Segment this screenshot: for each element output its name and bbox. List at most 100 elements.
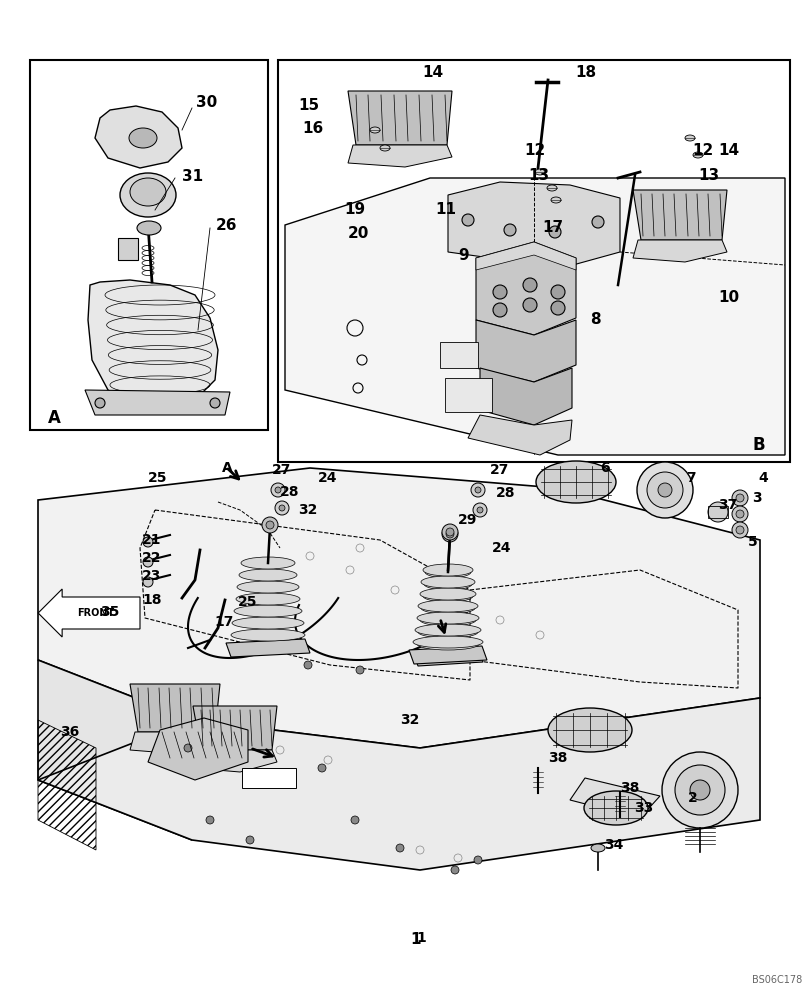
Circle shape [661, 752, 737, 828]
Polygon shape [467, 415, 571, 455]
Text: 30: 30 [195, 95, 217, 110]
Text: 8: 8 [590, 312, 600, 328]
Circle shape [275, 487, 281, 493]
Circle shape [355, 666, 363, 674]
Text: 17: 17 [541, 221, 563, 235]
Text: 34: 34 [603, 838, 623, 852]
Circle shape [262, 517, 277, 533]
Circle shape [396, 844, 404, 852]
Polygon shape [633, 190, 726, 240]
Text: 4: 4 [757, 471, 767, 485]
Ellipse shape [234, 605, 302, 617]
Polygon shape [130, 684, 220, 732]
Text: 31: 31 [182, 169, 203, 184]
Text: 25: 25 [238, 595, 257, 609]
Polygon shape [38, 698, 759, 870]
Text: 3: 3 [751, 491, 761, 505]
Circle shape [636, 462, 692, 518]
Polygon shape [130, 732, 220, 754]
Ellipse shape [418, 600, 478, 612]
Circle shape [476, 507, 483, 513]
Circle shape [735, 510, 743, 518]
Circle shape [275, 501, 289, 515]
Polygon shape [38, 468, 759, 748]
Text: 1: 1 [410, 932, 421, 947]
Text: 23: 23 [142, 569, 161, 583]
Circle shape [674, 765, 724, 815]
Circle shape [474, 487, 480, 493]
Text: 7: 7 [685, 471, 695, 485]
Ellipse shape [230, 629, 305, 641]
Text: 17: 17 [214, 615, 233, 629]
Text: 32: 32 [298, 503, 317, 517]
Circle shape [350, 816, 358, 824]
Circle shape [184, 744, 191, 752]
Text: 21: 21 [142, 533, 161, 547]
Polygon shape [38, 660, 191, 840]
Text: 27: 27 [272, 463, 291, 477]
Polygon shape [95, 106, 182, 168]
Circle shape [143, 577, 152, 587]
Text: 32: 32 [400, 713, 418, 727]
Text: 35: 35 [100, 605, 119, 619]
Ellipse shape [420, 576, 474, 588]
Circle shape [548, 226, 560, 238]
Polygon shape [225, 639, 310, 657]
Ellipse shape [420, 602, 474, 614]
Bar [30, 60, 268, 430]
Ellipse shape [423, 590, 473, 602]
Circle shape [731, 490, 747, 506]
Text: 15: 15 [298, 98, 319, 113]
Ellipse shape [684, 135, 694, 141]
Text: 18: 18 [574, 65, 595, 80]
Circle shape [735, 494, 743, 502]
Text: 13: 13 [697, 168, 719, 183]
Polygon shape [348, 145, 452, 167]
Text: 38: 38 [547, 751, 567, 765]
Ellipse shape [130, 178, 165, 206]
Polygon shape [475, 320, 575, 382]
Circle shape [470, 483, 484, 497]
Circle shape [279, 505, 285, 511]
Text: 38: 38 [620, 781, 638, 795]
Text: 36: 36 [60, 725, 79, 739]
Text: 9: 9 [457, 247, 468, 262]
Polygon shape [148, 718, 247, 780]
Circle shape [206, 816, 214, 824]
Circle shape [504, 224, 515, 236]
Text: A: A [221, 461, 233, 475]
Circle shape [731, 522, 747, 538]
Ellipse shape [120, 173, 176, 217]
Ellipse shape [370, 127, 380, 133]
Text: 6: 6 [599, 461, 609, 475]
Text: 22: 22 [142, 551, 161, 565]
Text: 27: 27 [489, 463, 508, 477]
Circle shape [445, 528, 453, 536]
Text: FRONT: FRONT [77, 608, 114, 618]
Polygon shape [569, 778, 659, 818]
Ellipse shape [692, 152, 702, 158]
Circle shape [450, 866, 458, 874]
Bar [242, 768, 296, 788]
Ellipse shape [137, 221, 161, 235]
Polygon shape [413, 648, 483, 666]
Circle shape [303, 661, 311, 669]
Polygon shape [193, 750, 277, 772]
Text: 5: 5 [747, 535, 757, 549]
Text: 16: 16 [302, 121, 323, 136]
Polygon shape [88, 280, 217, 410]
Bar [440, 342, 478, 368]
Text: 10: 10 [717, 290, 738, 306]
Circle shape [441, 526, 457, 542]
Polygon shape [85, 390, 230, 415]
Text: 26: 26 [216, 219, 237, 233]
Ellipse shape [380, 145, 389, 151]
Polygon shape [193, 706, 277, 750]
Text: 19: 19 [344, 202, 365, 218]
Circle shape [689, 780, 709, 800]
Ellipse shape [583, 791, 647, 825]
Circle shape [522, 298, 536, 312]
Circle shape [731, 506, 747, 522]
Circle shape [735, 526, 743, 534]
Text: 18: 18 [142, 593, 161, 607]
